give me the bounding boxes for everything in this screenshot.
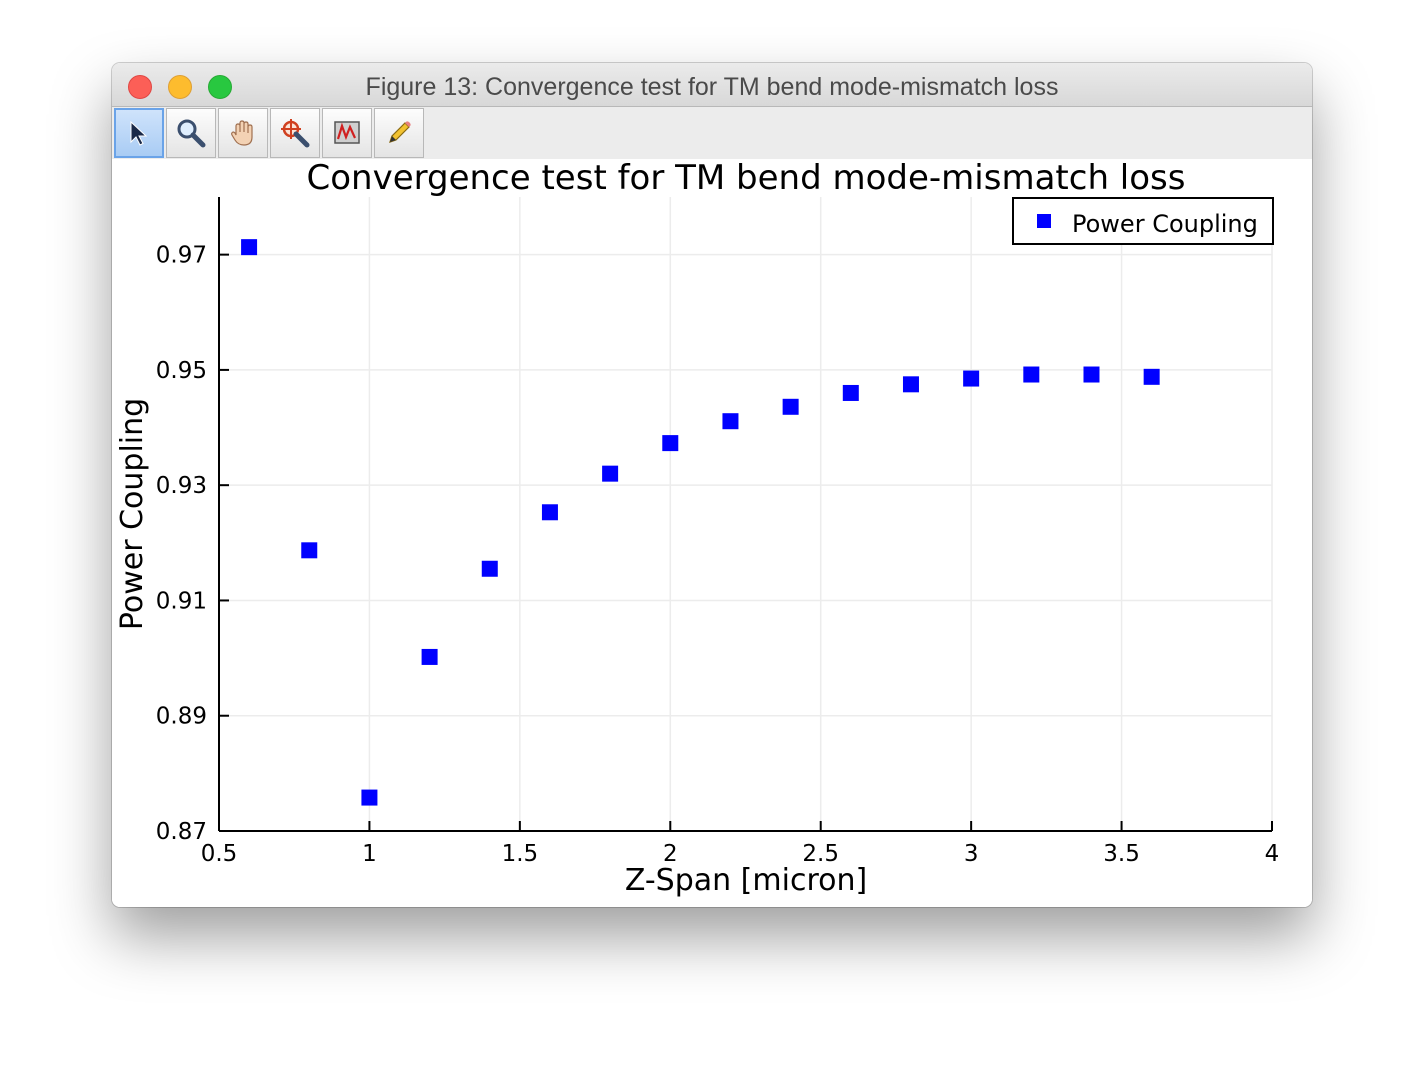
axes: 0.5 1 1.5 2 2.5 3 3.5 4 0.87 0.89 0.91 0.93 0.95 0.97 [156, 197, 1280, 867]
x-tick-label: 3 [964, 841, 979, 867]
magnifier-icon [177, 119, 206, 148]
x-tick-label: 1 [362, 841, 377, 867]
data-tool-button[interactable] [322, 108, 372, 158]
x-tick-label: 3.5 [1103, 841, 1140, 867]
legend: Power Coupling [1012, 197, 1274, 245]
data-point [481, 560, 498, 577]
data-point [421, 648, 438, 665]
x-tick-label: 4 [1265, 841, 1280, 867]
legend-label: Power Coupling [1072, 210, 1258, 238]
plot-area: 0.5 1 1.5 2 2.5 3 3.5 4 0.87 0.89 0.91 0.93 0.95 0.97… [112, 158, 1312, 907]
data-point [602, 465, 619, 482]
data-points [241, 239, 1160, 806]
plot-window-icon [334, 121, 360, 144]
plot-toolbar [112, 107, 1312, 159]
data-point [662, 435, 679, 452]
x-tick-label: 0.5 [201, 841, 238, 867]
chart-title: Convergence test for TM bend mode-mismat… [307, 159, 1186, 198]
figure-window: Figure 13: Convergence test for TM bend … [112, 63, 1312, 907]
y-tick-label: 0.95 [156, 358, 207, 384]
select-tool-button[interactable] [114, 108, 164, 158]
arrow-cursor-icon [130, 120, 148, 146]
y-tick-label: 0.91 [156, 588, 207, 614]
x-axis-label: Z-Span [micron] [625, 863, 867, 898]
maximize-button[interactable] [208, 75, 232, 99]
data-point [1023, 366, 1040, 383]
y-axis-label: Power Coupling [115, 398, 150, 630]
x-tick-label: 1.5 [502, 841, 539, 867]
grid-lines [219, 197, 1273, 832]
y-tick-label: 0.93 [156, 473, 207, 499]
data-point [541, 504, 558, 521]
data-point [722, 413, 739, 430]
data-point [963, 370, 980, 387]
window-title: Figure 13: Convergence test for TM bend … [365, 73, 1059, 101]
zoom-tool-button[interactable] [166, 108, 216, 158]
y-tick-label: 0.87 [156, 819, 207, 845]
data-point [1083, 366, 1100, 383]
minimize-button[interactable] [168, 75, 192, 99]
hand-icon [231, 120, 253, 146]
data-point [842, 384, 859, 401]
pan-tool-button[interactable] [218, 108, 268, 158]
annotate-tool-button[interactable] [374, 108, 424, 158]
y-tick-label: 0.89 [156, 704, 207, 730]
data-point [782, 398, 799, 415]
y-tick-label: 0.97 [156, 243, 207, 269]
x-tick-label: 2.5 [802, 841, 839, 867]
data-point [301, 542, 318, 559]
pencil-icon [389, 121, 411, 143]
data-point [241, 239, 258, 256]
data-point [1143, 368, 1160, 385]
legend-box [1012, 197, 1274, 245]
legend-marker [1037, 214, 1051, 228]
data-point [902, 376, 919, 393]
x-tick-label: 2 [663, 841, 678, 867]
zoom-box-tool-button[interactable] [270, 108, 320, 158]
data-point [361, 789, 378, 806]
target-zoom-icon [281, 119, 310, 148]
scatter-chart[interactable]: 0.5 1 1.5 2 2.5 3 3.5 4 0.87 0.89 0.91 0.93 0.95 0.97… [112, 158, 1312, 907]
close-button[interactable] [128, 75, 152, 99]
title-bar[interactable]: Figure 13: Convergence test for TM bend … [112, 63, 1312, 107]
